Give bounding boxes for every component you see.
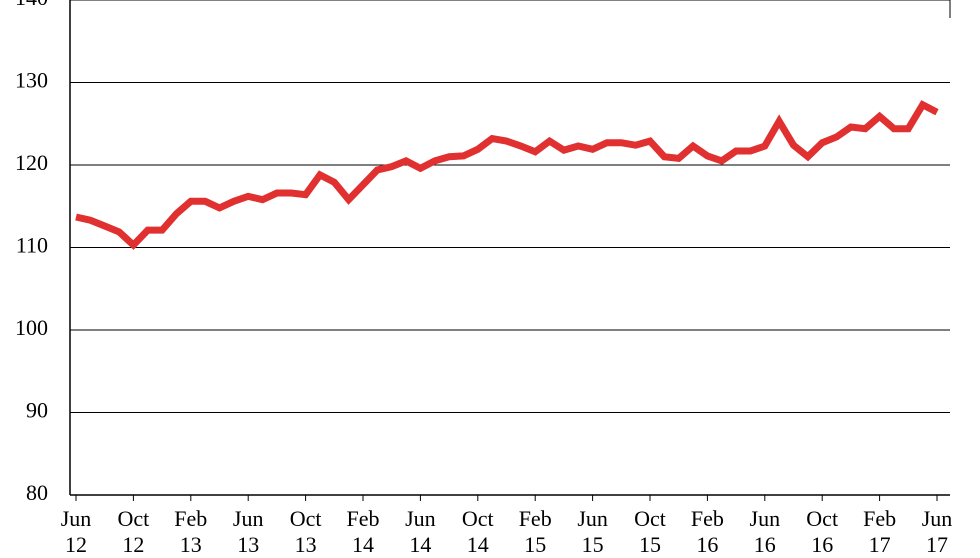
y-tick-label: 90 bbox=[26, 398, 48, 423]
x-tick-label: Oct 13 bbox=[289, 506, 322, 557]
x-tick-label: Feb 14 bbox=[346, 506, 380, 557]
x-tick-label: Feb 17 bbox=[863, 506, 897, 557]
x-tick-label: Oct 14 bbox=[461, 506, 494, 557]
y-tick-label: 120 bbox=[15, 150, 48, 175]
y-tick-label: 140 bbox=[15, 0, 48, 10]
x-tick-label: Jun 15 bbox=[577, 506, 608, 557]
x-tick-label: Oct 12 bbox=[117, 506, 150, 557]
x-tick-label: Oct 15 bbox=[634, 506, 666, 557]
x-tick-label: Feb 15 bbox=[518, 506, 552, 557]
y-tick-label: 110 bbox=[16, 233, 48, 258]
x-tick-label: Jun 13 bbox=[232, 506, 264, 557]
data-line bbox=[75, 100, 939, 250]
y-tick-label: 80 bbox=[26, 480, 48, 505]
x-tick-label: Feb 16 bbox=[690, 506, 724, 557]
x-tick-label: Oct 16 bbox=[806, 506, 839, 557]
x-tick-label: Jun 12 bbox=[60, 506, 92, 557]
x-tick-label: Jun 16 bbox=[749, 506, 781, 557]
y-tick-label: 130 bbox=[15, 68, 48, 93]
x-tick-label: Jun 14 bbox=[405, 506, 436, 557]
x-tick-label: Feb 13 bbox=[174, 506, 208, 557]
x-tick-label: Jun 17 bbox=[921, 506, 953, 557]
y-tick-label: 100 bbox=[15, 315, 48, 340]
